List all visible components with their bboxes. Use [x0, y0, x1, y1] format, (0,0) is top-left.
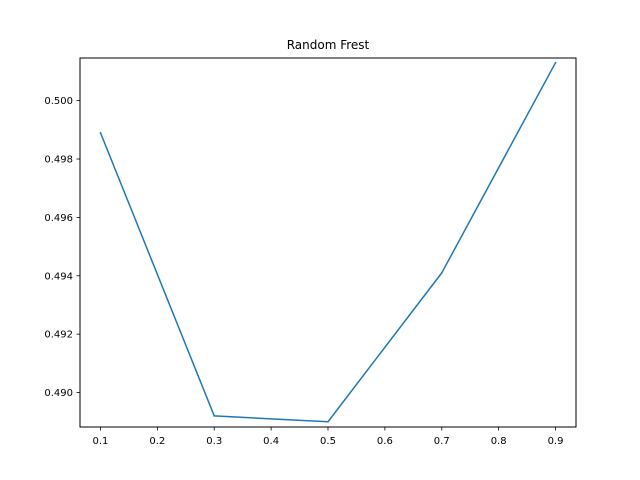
x-tick-label: 0.3 [206, 436, 222, 447]
x-tick-label: 0.1 [93, 436, 109, 447]
data-point [327, 420, 329, 423]
x-tick-label: 0.6 [377, 436, 393, 447]
x-tick-label: 0.8 [491, 436, 507, 447]
y-tick-label: 0.490 [44, 388, 73, 399]
x-tick-label: 0.5 [320, 436, 336, 447]
plot-frame [79, 57, 577, 428]
data-point [99, 131, 102, 134]
x-tick-label: 0.7 [434, 436, 450, 447]
x-tick-label: 0.4 [263, 436, 279, 447]
y-tick-label: 0.494 [44, 271, 73, 282]
y-tick-label: 0.492 [44, 330, 73, 341]
x-tick-label: 0.2 [149, 436, 165, 447]
y-axis: 0.490 0.492 0.494 0.496 0.498 0.500 [44, 96, 80, 399]
y-tick-label: 0.496 [44, 213, 73, 224]
x-tick-label: 0.9 [548, 436, 564, 447]
series-layer [99, 61, 557, 423]
data-point [213, 415, 216, 417]
x-axis: 0.1 0.2 0.3 0.4 0.5 0.6 0.7 0.8 0.9 [93, 427, 564, 447]
data-point [554, 61, 557, 64]
chart-title: Random Frest [287, 38, 370, 52]
y-tick-label: 0.500 [44, 96, 73, 107]
y-tick-label: 0.498 [44, 155, 73, 166]
data-point [440, 272, 443, 274]
